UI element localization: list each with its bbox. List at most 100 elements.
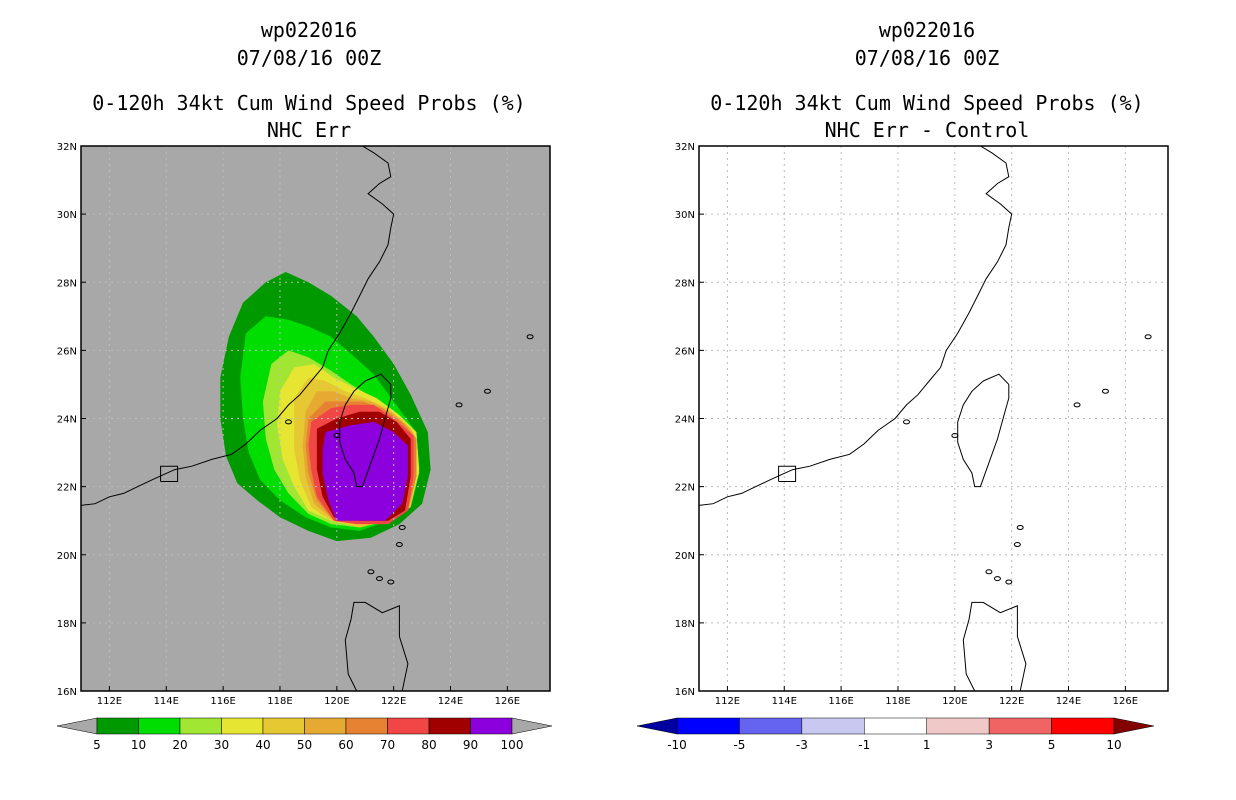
right-colorbar-label-4: 1 — [923, 738, 931, 752]
right-island-5 — [1005, 579, 1013, 585]
right-coast-taiwan — [957, 373, 1010, 488]
left-colorbar: 5 10 20 30 40 50 60 70 80 90 100 — [56, 717, 553, 752]
left-xtick-label-118E: 118E — [267, 696, 292, 707]
right-xtick-label-122E: 122E — [999, 696, 1024, 707]
left-contour-90 — [322, 421, 408, 521]
right-island-1 — [1101, 388, 1109, 394]
left-title-case: NHC Err — [266, 118, 352, 142]
left-xtick-label-114E: 114E — [154, 696, 179, 707]
right-island-9 — [951, 433, 959, 439]
left-colorbar-swatch-0 — [96, 717, 139, 735]
right-colorbar-swatch-2 — [801, 717, 865, 735]
right-colorbar-label-2: -3 — [796, 738, 808, 752]
left-colorbar-label-0: 5 — [93, 738, 101, 752]
right-colorbar-swatch-5 — [988, 717, 1052, 735]
right-coast-mainland — [699, 146, 1013, 506]
left-colorbar-swatch-7 — [387, 717, 430, 735]
left-gridlines — [81, 145, 550, 692]
right-colorbar-label-7: 10 — [1106, 738, 1121, 752]
left-colorbar-label-2: 20 — [172, 738, 187, 752]
right-colorbar-swatch-4 — [926, 717, 990, 735]
left-coastline — [81, 146, 534, 691]
right-title-date: 07/08/16 00Z — [854, 46, 1000, 70]
right-xtick-label-112E: 112E — [715, 696, 740, 707]
right-xtick-label-124E: 124E — [1056, 696, 1081, 707]
right-island-6 — [993, 576, 1001, 582]
right-coast-hongkong-box — [778, 465, 797, 482]
right-island-4 — [1013, 542, 1021, 548]
right-title-case: NHC Err - Control — [824, 118, 1030, 142]
right-colorbar-swatch-0 — [676, 717, 740, 735]
right-title-product: 0-120h 34kt Cum Wind Speed Probs (%) — [710, 91, 1144, 115]
right-ytick-label-30N: 30N — [675, 210, 695, 221]
left-island-9 — [333, 433, 341, 439]
right-colorbar-label-5: 3 — [985, 738, 993, 752]
left-island-5 — [387, 579, 395, 585]
right-ytick-label-20N: 20N — [675, 551, 695, 562]
left-xtick-label-116E: 116E — [210, 696, 235, 707]
left-ytick-label-32N: 32N — [57, 142, 77, 153]
left-coast-luzon — [344, 601, 409, 691]
left-colorbar-label-6: 60 — [338, 738, 353, 752]
left-ytick-label-16N: 16N — [57, 687, 77, 698]
left-title-date: 07/08/16 00Z — [236, 46, 382, 70]
left-island-6 — [375, 576, 383, 582]
right-colorbar-swatch-3 — [864, 717, 927, 735]
right-ytick-label-18N: 18N — [675, 619, 695, 630]
left-coast-taiwan — [339, 373, 392, 488]
right-colorbar-swatch-6 — [1051, 717, 1115, 735]
left-title-storm: wp022016 — [260, 18, 358, 42]
left-island-0 — [455, 402, 463, 408]
right-colorbar-label-1: -5 — [733, 738, 745, 752]
right-colorbar: -10 -5 -3 -1 1 3 5 10 — [636, 717, 1155, 752]
right-island-0 — [1073, 402, 1081, 408]
left-xtick-label-122E: 122E — [381, 696, 406, 707]
left-ytick-label-28N: 28N — [57, 278, 77, 289]
left-contours — [220, 272, 431, 542]
left-colorbar-label-9: 90 — [463, 738, 478, 752]
right-panel: wp022016 07/08/16 00Z 0-120h 34kt Cum Wi… — [618, 0, 1236, 800]
left-xtick-label-126E: 126E — [495, 696, 520, 707]
left-colorbar-label-3: 30 — [214, 738, 229, 752]
right-ytick-label-28N: 28N — [675, 278, 695, 289]
right-colorbar-label-3: -1 — [858, 738, 870, 752]
left-colorbar-label-5: 50 — [297, 738, 312, 752]
right-island-7 — [985, 569, 993, 575]
right-colorbar-swatch-1 — [739, 717, 803, 735]
right-xtick-label-114E: 114E — [772, 696, 797, 707]
left-island-1 — [483, 388, 491, 394]
right-ytick-label-22N: 22N — [675, 483, 695, 494]
left-colorbar-swatch-5 — [304, 717, 347, 735]
left-ytick-label-22N: 22N — [57, 483, 77, 494]
right-title-storm: wp022016 — [878, 18, 976, 42]
left-island-2 — [526, 334, 534, 340]
right-xtick-label-126E: 126E — [1113, 696, 1138, 707]
left-colorbar-swatch-6 — [345, 717, 388, 735]
left-colorbar-over — [511, 717, 553, 735]
left-colorbar-label-10: 100 — [501, 738, 524, 752]
right-coastline — [699, 146, 1152, 691]
right-xtick-label-120E: 120E — [942, 696, 967, 707]
left-xtick-label-120E: 120E — [324, 696, 349, 707]
left-ytick-label-24N: 24N — [57, 415, 77, 426]
right-island-8 — [902, 419, 910, 425]
left-xtick-label-112E: 112E — [97, 696, 122, 707]
left-colorbar-swatch-8 — [428, 717, 471, 735]
left-coast-hongkong-box — [160, 465, 179, 482]
left-colorbar-swatch-1 — [138, 717, 181, 735]
left-ytick-label-26N: 26N — [57, 346, 77, 357]
right-xtick-label-118E: 118E — [885, 696, 910, 707]
left-xtick-label-124E: 124E — [438, 696, 463, 707]
left-colorbar-label-1: 10 — [131, 738, 146, 752]
left-probability-map: 112E 114E 116E 118E 120E 122E 124E 126E 16N 18N 20… — [56, 142, 553, 752]
right-ytick-label-16N: 16N — [675, 687, 695, 698]
right-colorbar-label-0: -10 — [667, 738, 687, 752]
right-xtick-label-116E: 116E — [828, 696, 853, 707]
left-island-3 — [398, 525, 406, 530]
left-colorbar-label-8: 80 — [421, 738, 436, 752]
left-island-4 — [395, 542, 403, 548]
left-ytick-label-18N: 18N — [57, 619, 77, 630]
left-colorbar-swatch-2 — [179, 717, 222, 735]
left-ytick-label-20N: 20N — [57, 551, 77, 562]
left-colorbar-swatch-9 — [470, 717, 513, 735]
